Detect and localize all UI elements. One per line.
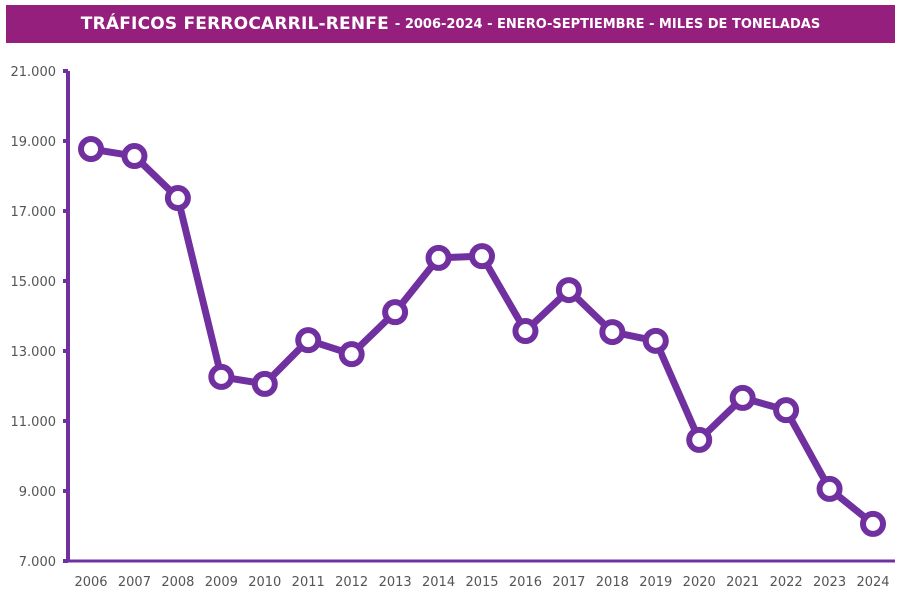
y-tick-label: 7.000 (19, 555, 56, 570)
x-tick-label: 2017 (552, 575, 585, 590)
chart-title-banner: TRÁFICOS FERROCARRIL-RENFE - 2006-2024 -… (6, 5, 895, 43)
x-tick-label: 2020 (683, 575, 716, 590)
x-tick-label: 2016 (509, 575, 542, 590)
data-point (599, 319, 626, 346)
data-point (469, 243, 495, 270)
chart-subtitle: - 2006-2024 - ENERO-SEPTIEMBRE - MILES D… (394, 16, 821, 32)
y-tick-label: 17.000 (11, 205, 57, 220)
x-tick-label: 2023 (813, 575, 846, 590)
series-line (90, 145, 876, 527)
y-tick-label: 11.000 (11, 415, 57, 430)
x-tick-label: 2014 (422, 575, 455, 590)
data-point (816, 475, 843, 502)
x-tick-label: 2019 (639, 575, 672, 590)
x-tick-label: 2021 (726, 575, 759, 590)
data-point (338, 341, 365, 368)
data-point (164, 185, 191, 212)
y-tick-label: 9.000 (19, 485, 56, 500)
x-tick-label: 2007 (118, 575, 151, 590)
data-point (251, 370, 278, 397)
x-tick-label: 2015 (465, 575, 498, 590)
data-point (729, 384, 756, 411)
data-point (425, 244, 452, 271)
data-point (773, 397, 800, 424)
data-point (121, 143, 148, 170)
x-tick-label: 2006 (74, 575, 107, 590)
x-tick-label: 2008 (161, 575, 194, 590)
x-tick-label: 2022 (770, 575, 803, 590)
data-point (642, 327, 669, 354)
x-tick-label: 2009 (205, 575, 238, 590)
x-tick-label: 2024 (856, 575, 889, 590)
x-tick-label: 2011 (292, 575, 325, 590)
chart-title: TRÁFICOS FERROCARRIL-RENFE (80, 14, 389, 34)
data-point (295, 327, 322, 354)
data-point (555, 277, 582, 304)
y-tick-label: 15.000 (11, 275, 57, 290)
y-tick-label: 13.000 (11, 345, 57, 360)
data-point (208, 363, 235, 390)
x-tick-label: 2010 (248, 575, 281, 590)
data-point (512, 318, 539, 345)
x-tick-label: 2012 (335, 575, 368, 590)
y-tick-label: 19.000 (11, 135, 57, 150)
x-tick-label: 2018 (596, 575, 629, 590)
data-point (382, 299, 409, 326)
data-point (686, 426, 713, 453)
y-tick-label: 21.000 (11, 65, 57, 80)
data-point (860, 510, 886, 537)
data-point (78, 136, 104, 163)
x-tick-label: 2013 (379, 575, 412, 590)
